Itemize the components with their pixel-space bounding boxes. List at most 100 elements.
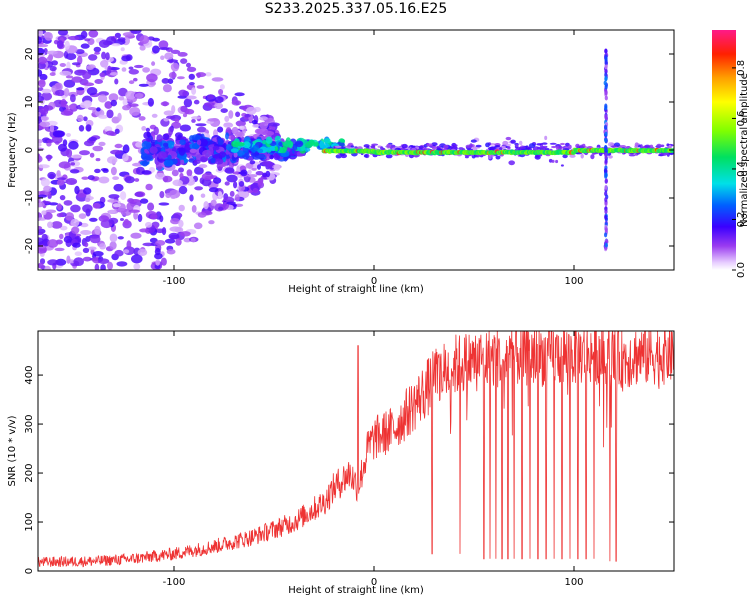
- chart-title: S233.2025.337.05.16.E25: [265, 1, 448, 17]
- heatmap-cell-1900: [350, 145, 355, 148]
- heatmap-cell-756: [38, 62, 46, 70]
- heatmap-cell-784: [159, 47, 170, 51]
- heatmap-cell-516: [229, 190, 235, 197]
- heatmap-cell-751: [65, 178, 78, 185]
- heatmap-cell-1940: [668, 144, 672, 150]
- heatmap-cell-1373: [233, 152, 238, 158]
- heatmap-cell-643: [194, 166, 204, 175]
- heatmap-cell-740: [252, 188, 259, 194]
- heatmap-cell-550: [57, 30, 69, 36]
- heatmap-y-tick-label-3: 10: [24, 96, 35, 109]
- heatmap-cell-401: [47, 221, 53, 229]
- heatmap-cell-156: [120, 218, 124, 221]
- heatmap-cell-464: [72, 242, 81, 248]
- heatmap-cell-673: [109, 233, 118, 243]
- heatmap-cell-205: [218, 88, 224, 96]
- heatmap-cell-869: [38, 153, 41, 163]
- heatmap-cell-1770: [495, 155, 501, 160]
- heatmap-cell-2548: [604, 242, 608, 248]
- heatmap-cell-760: [98, 141, 106, 147]
- heatmap-cell-325: [152, 37, 161, 42]
- heatmap-cell-947: [225, 132, 230, 140]
- heatmap-cell-780: [178, 204, 185, 212]
- heatmap-cell-24: [151, 61, 156, 66]
- heatmap-cell-202: [149, 81, 156, 86]
- heatmap-cell-1326: [163, 159, 174, 167]
- heatmap-cell-376: [186, 169, 193, 177]
- heatmap-cell-2547: [604, 103, 608, 109]
- heatmap-cell-1933: [443, 144, 449, 149]
- heatmap-cell-857: [110, 149, 122, 155]
- heatmap-cell-1920: [426, 143, 433, 147]
- heatmap-cell-1393: [149, 146, 158, 154]
- heatmap-cell-485: [122, 32, 135, 37]
- heatmap-cell-386: [223, 122, 234, 128]
- heatmap-cell-517: [85, 124, 92, 132]
- heatmap-cell-850: [83, 187, 92, 195]
- heatmap-cell-835: [234, 92, 245, 97]
- heatmap-cell-1978: [644, 144, 651, 148]
- heatmap-cell-254: [38, 226, 42, 230]
- heatmap-cell-619: [58, 143, 67, 152]
- heatmap-cell-1997: [639, 144, 643, 149]
- heatmap-cell-1105: [168, 126, 174, 136]
- heatmap-cell-370: [109, 241, 117, 250]
- heatmap-cell-252: [55, 258, 67, 266]
- heatmap-cell-189: [95, 158, 101, 162]
- heatmap-cell-1392: [196, 139, 202, 146]
- heatmap-cell-2532: [604, 114, 608, 120]
- heatmap-cell-1458: [274, 146, 279, 152]
- heatmap-cell-1942: [488, 155, 492, 160]
- heatmap-y-tick-label-0: -20: [24, 238, 35, 254]
- heatmap-cell-412: [160, 101, 170, 107]
- heatmap-cell-1464: [304, 147, 311, 152]
- heatmap-cell-494: [197, 212, 207, 218]
- heatmap-cell-1474: [262, 139, 267, 145]
- heatmap-cell-762: [38, 56, 48, 64]
- heatmap-cell-1488: [278, 141, 283, 147]
- heatmap-cell-754: [40, 116, 50, 121]
- heatmap-cell-897: [56, 179, 65, 186]
- heatmap-cell-808: [70, 154, 83, 159]
- heatmap-cell-599: [84, 197, 91, 202]
- colorbar: 0.0 0.2 0.4 0.6 0.8 Normalized spectral ampl…: [712, 30, 750, 278]
- heatmap-cell-426: [151, 113, 158, 118]
- heatmap-cell-792: [178, 89, 188, 97]
- heatmap-y-tick-label-1: -10: [24, 190, 35, 206]
- heatmap-cell-496: [139, 198, 149, 204]
- colorbar-label: Normalized spectral amplitude: [739, 73, 750, 227]
- heatmap-cell-845: [38, 164, 50, 169]
- heatmap-cell-1388: [189, 148, 197, 153]
- heatmap-cell-527: [114, 78, 119, 85]
- heatmap-cell-308: [49, 65, 57, 72]
- heatmap-cell-1343: [225, 144, 232, 151]
- heatmap-cell-824: [69, 169, 80, 174]
- heatmap-cell-1943: [575, 143, 580, 148]
- heatmap-cell-522: [171, 169, 179, 177]
- heatmap-cell-1833: [507, 146, 511, 150]
- heatmap-cell-693: [112, 203, 121, 208]
- heatmap-cell-393: [179, 124, 191, 132]
- colorbar-tick-label-1: 0.2: [736, 212, 747, 228]
- heatmap-cell-572: [41, 88, 52, 94]
- heatmap-cell-476: [59, 63, 66, 67]
- heatmap-cell-200: [94, 79, 103, 84]
- heatmap-cell-1519: [339, 138, 345, 143]
- heatmap-cell-551: [213, 177, 222, 184]
- heatmap-cell-1612: [608, 155, 613, 159]
- heatmap-cell-575: [44, 32, 53, 41]
- heatmap-cell-75: [182, 113, 188, 118]
- snr-axes: -100 0 100 0 100 200 300 400: [24, 331, 674, 588]
- heatmap-cell-634: [139, 228, 150, 233]
- heatmap-cell-823: [134, 191, 144, 197]
- heatmap-cell-1350: [168, 141, 175, 149]
- heatmap-cell-237: [164, 238, 176, 244]
- heatmap-cell-582: [128, 103, 139, 107]
- heatmap-cell-563: [123, 218, 130, 226]
- colorbar-tick-label-0: 0.0: [736, 262, 747, 278]
- heatmap-cell-218: [108, 93, 119, 102]
- heatmap-cell-652: [65, 52, 77, 61]
- heatmap-cell-749: [66, 133, 71, 137]
- heatmap-cell-487: [60, 110, 73, 116]
- heatmap-cell-647: [99, 243, 107, 250]
